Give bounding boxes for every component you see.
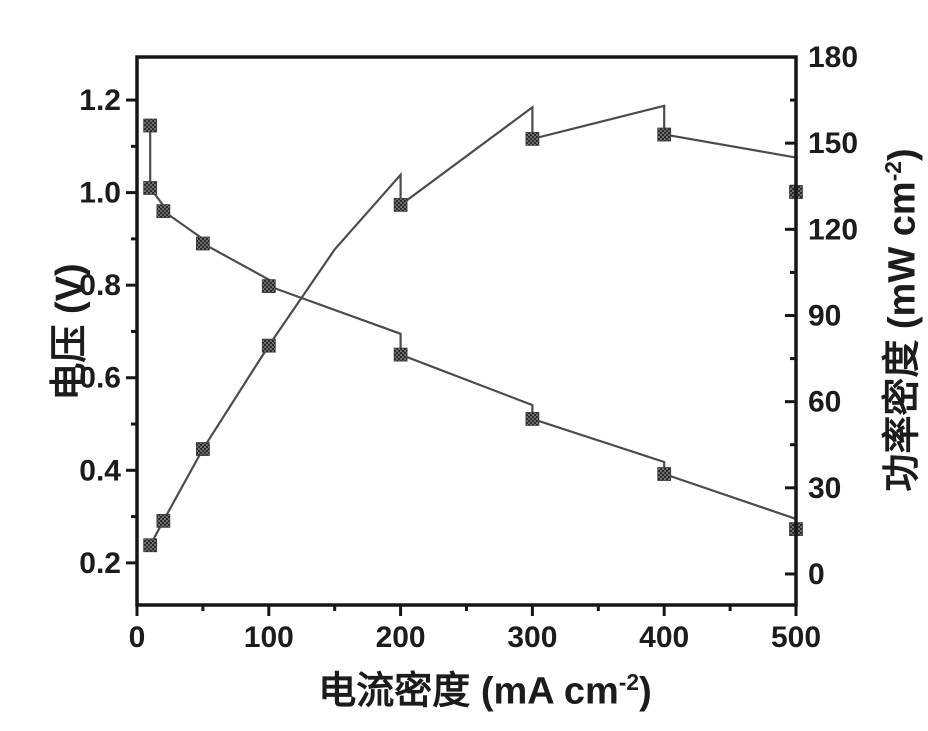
left-axis-title-text: 电压 (V)	[49, 263, 91, 401]
right-tick-label: 120	[808, 213, 858, 246]
right-tick-label: 180	[808, 41, 858, 74]
voltage-series-marker	[156, 204, 171, 219]
voltage-series-line	[149, 125, 798, 530]
left-axis-title: 电压 (V)	[48, 162, 92, 502]
right-axis-title-close: )	[881, 148, 924, 162]
right-axis-title-text: 功率密度 (mW cm	[881, 181, 924, 492]
voltage-series-marker	[195, 236, 210, 251]
plot-frame	[135, 55, 798, 607]
x-tick-label: 0	[129, 621, 146, 654]
power-series-marker	[143, 538, 158, 553]
right-tick-label: 60	[808, 386, 841, 419]
right-tick-label: 0	[808, 558, 825, 591]
power-series-marker	[261, 338, 276, 353]
voltage-series-marker	[393, 347, 408, 362]
left-tick-label: 1.0	[79, 177, 121, 210]
power-series-line	[149, 104, 798, 546]
voltage-series-marker	[525, 412, 540, 426]
x-tick-label: 100	[244, 621, 294, 654]
x-tick-label: 300	[507, 621, 557, 654]
voltage-series-marker	[261, 279, 276, 294]
voltage-series-marker	[143, 118, 158, 133]
x-tick-label: 400	[639, 621, 689, 654]
right-axis-title-superscript: -2	[880, 161, 906, 182]
left-tick-label: 1.2	[79, 84, 121, 117]
left-tick-label: 0.4	[79, 454, 121, 487]
x-tick-label: 200	[376, 621, 426, 654]
left-tick-label: 0.2	[79, 547, 121, 580]
x-axis-title-superscript: -2	[618, 669, 640, 695]
x-axis-title-close: )	[639, 670, 652, 713]
power-series-marker	[156, 513, 171, 528]
right-tick-label: 90	[808, 299, 841, 332]
power-series-marker	[525, 131, 540, 146]
left-tick-label: 0.6	[79, 362, 121, 395]
right-tick-label: 30	[808, 472, 841, 505]
x-axis-title: 电流密度 (mA cm-2)	[235, 660, 735, 713]
power-series-marker	[393, 198, 408, 212]
power-series-marker	[195, 442, 210, 456]
right-tick-label: 150	[808, 127, 858, 160]
power-series-marker	[657, 127, 672, 142]
x-axis-title-text: 电流密度 (mA cm	[318, 670, 619, 713]
x-tick-label: 500	[771, 621, 821, 654]
voltage-series-marker	[143, 181, 158, 195]
right-axis-title: 功率密度 (mW cm-2)	[871, 100, 924, 540]
voltage-series-marker	[657, 467, 672, 481]
left-tick-label: 0.8	[79, 269, 121, 302]
